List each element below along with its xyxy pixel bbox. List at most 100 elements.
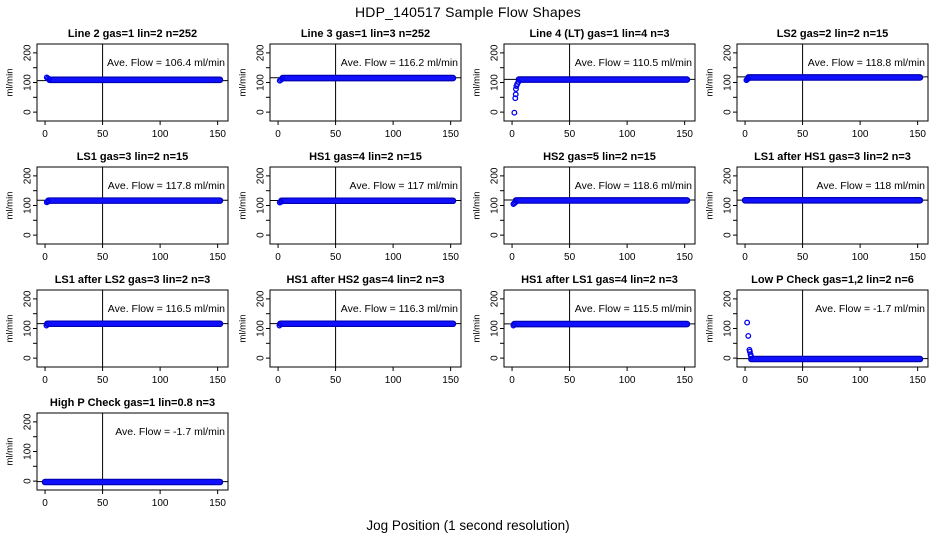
plot-box (36, 166, 229, 245)
flow-point (512, 91, 519, 98)
flow-point (276, 322, 283, 329)
ave-flow-annotation: Ave. Flow = 106.4 ml/min (107, 57, 225, 69)
flow-panel-3: Line 4 (LT) gas=1 lin=4 n=3 0 100 200 ml/min… (467, 25, 703, 148)
figure-title: HDP_140517 Sample Flow Shapes (354, 4, 582, 20)
flow-panel-4: LS2 gas=2 lin=2 n=15 0 100 200 ml/min 0 50 100 1… (700, 25, 936, 148)
x-tick-label: 50 (564, 252, 576, 263)
x-tick-label: 0 (42, 129, 48, 140)
flow-panel-6: HS1 gas=4 lin=2 n=15 0 100 200 ml/min 0 50 100 1… (233, 148, 469, 271)
x-tick-label: 150 (676, 252, 693, 263)
y-axis-label: ml/min (5, 438, 16, 466)
plot-box (269, 289, 462, 368)
flow-panel-svg: LS1 after HS1 gas=3 lin=2 n=3 0 100 200 ml/m… (705, 151, 929, 263)
panel-title: HS1 after HS2 gas=4 lin=2 n=3 (286, 274, 444, 286)
x-tick-label: 150 (676, 375, 693, 386)
y-tick-label: 200 (23, 413, 34, 430)
flow-point (510, 322, 517, 329)
flow-panel-svg: Line 4 (LT) gas=1 lin=4 n=3 0 100 200 ml/min… (472, 28, 696, 140)
flow-panel-svg: LS2 gas=2 lin=2 n=15 0 100 200 ml/min 0 50 100 1… (705, 28, 929, 140)
y-tick-label: 200 (723, 167, 734, 184)
flow-panel-svg: High P Check gas=1 lin=0.8 n=3 0 100 200 ml/… (5, 397, 229, 509)
y-tick-label: 200 (23, 290, 34, 307)
x-tick-label: 0 (742, 129, 748, 140)
x-tick-label: 150 (209, 375, 226, 386)
x-tick-label: 100 (385, 252, 402, 263)
ave-flow-annotation: Ave. Flow = 118 ml/min (817, 180, 926, 192)
flow-point (745, 75, 752, 82)
x-tick-label: 150 (209, 129, 226, 140)
x-tick-label: 0 (42, 498, 48, 509)
x-tick-label: 100 (385, 129, 402, 140)
flow-panel-8: LS1 after HS1 gas=3 lin=2 n=3 0 100 200 ml/m… (700, 148, 936, 271)
flow-panel-svg: HS1 gas=4 lin=2 n=15 0 100 200 ml/min 0 50 100 1… (238, 151, 462, 263)
flow-panel-svg: Line 3 gas=1 lin=3 n=252 0 100 200 ml/min 0 50… (238, 28, 462, 140)
flow-panel-1: Line 2 gas=1 lin=2 n=252 0 100 200 ml/min 0 50… (0, 25, 236, 148)
y-tick-label: 200 (723, 44, 734, 61)
x-tick-label: 0 (42, 375, 48, 386)
y-tick-label: 100 (723, 74, 734, 91)
panel-title: Line 3 gas=1 lin=3 n=252 (301, 28, 430, 40)
x-tick-label: 100 (619, 252, 636, 263)
x-tick-label: 50 (97, 498, 109, 509)
panel-title: HS2 gas=5 lin=2 n=15 (543, 151, 656, 163)
x-tick-label: 150 (909, 129, 926, 140)
plot-box (269, 166, 462, 245)
y-axis-label: ml/min (5, 315, 16, 343)
y-tick-label: 200 (490, 44, 501, 61)
x-tick-label: 50 (564, 375, 576, 386)
plot-box (736, 43, 929, 122)
x-tick-label: 150 (209, 498, 226, 509)
flow-point (43, 322, 50, 329)
flow-panel-13: High P Check gas=1 lin=0.8 n=3 0 100 200 ml/… (0, 394, 236, 517)
ave-flow-annotation: Ave. Flow = 118.8 ml/min (808, 57, 925, 69)
flow-point (515, 78, 522, 85)
x-tick-label: 150 (909, 252, 926, 263)
x-tick-label: 100 (385, 375, 402, 386)
y-tick-label: 100 (23, 74, 34, 91)
plot-box (503, 289, 696, 368)
y-axis-label: ml/min (472, 315, 483, 343)
x-tick-label: 150 (442, 129, 459, 140)
y-axis-label: ml/min (238, 315, 249, 343)
flow-point (511, 109, 518, 116)
y-tick-label: 100 (723, 320, 734, 337)
x-tick-label: 0 (742, 375, 748, 386)
x-tick-label: 150 (442, 375, 459, 386)
flow-point (512, 95, 519, 102)
flow-point (44, 198, 51, 205)
flow-panel-7: HS2 gas=5 lin=2 n=15 0 100 200 ml/min 0 50 100 1… (467, 148, 703, 271)
y-axis-label: ml/min (705, 315, 716, 343)
x-tick-label: 0 (275, 375, 281, 386)
x-tick-label: 100 (852, 375, 869, 386)
flow-panel-10: HS1 after HS2 gas=4 lin=2 n=3 0 100 200 ml/m… (233, 271, 469, 394)
x-axis-label: Jog Position (1 second resolution) (366, 518, 570, 533)
x-tick-label: 50 (330, 129, 342, 140)
x-tick-label: 100 (619, 129, 636, 140)
flow-panel-svg: LS1 after LS2 gas=3 lin=2 n=3 0 100 200 ml/m… (5, 274, 229, 386)
plot-box (36, 289, 229, 368)
y-tick-label: 0 (23, 232, 34, 238)
plot-box (269, 43, 462, 122)
y-tick-label: 0 (723, 232, 734, 238)
x-tick-label: 50 (330, 375, 342, 386)
ave-flow-annotation: Ave. Flow = 117 ml/min (350, 180, 459, 192)
flow-panel-2: Line 3 gas=1 lin=3 n=252 0 100 200 ml/min 0 50… (233, 25, 469, 148)
y-tick-label: 0 (723, 109, 734, 115)
x-tick-label: 0 (42, 252, 48, 263)
y-axis-label: ml/min (705, 69, 716, 97)
y-axis-label: ml/min (238, 69, 249, 97)
y-axis-label: ml/min (472, 69, 483, 97)
x-tick-label: 150 (442, 252, 459, 263)
y-tick-label: 200 (256, 290, 267, 307)
x-tick-label: 100 (619, 375, 636, 386)
panel-title: LS2 gas=2 lin=2 n=15 (777, 28, 889, 40)
x-tick-label: 50 (797, 129, 809, 140)
y-tick-label: 0 (23, 355, 34, 361)
y-tick-label: 200 (490, 290, 501, 307)
x-tick-label: 0 (509, 129, 515, 140)
x-tick-label: 100 (852, 252, 869, 263)
y-tick-label: 0 (23, 109, 34, 115)
y-axis-label: ml/min (5, 192, 16, 220)
flow-panel-5: LS1 gas=3 lin=2 n=15 0 100 200 ml/min 0 50 100 1… (0, 148, 236, 271)
ave-flow-annotation: Ave. Flow = 117.8 ml/min (108, 180, 225, 192)
